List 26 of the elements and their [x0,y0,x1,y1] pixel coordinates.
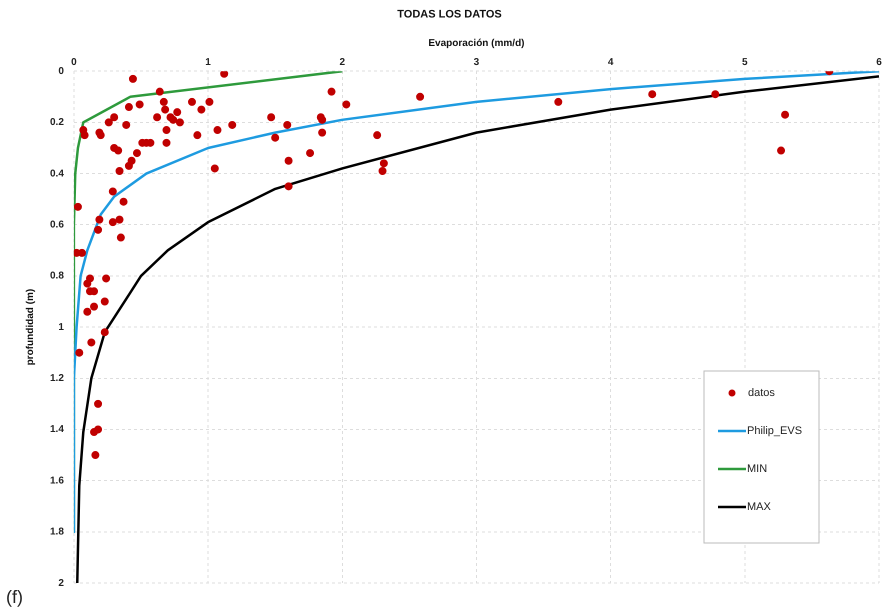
y-tick-label: 0.4 [50,168,64,180]
legend-label: datos [748,387,776,400]
y-tick-label: 0.2 [50,117,64,128]
y-tick-label: 1.2 [50,373,64,384]
y-tick-label: 2 [58,578,64,589]
x-tick-label: 5 [742,56,748,68]
y-tick-label: 1.6 [50,475,64,486]
x-tick-label: 2 [339,56,346,68]
y-tick-label: 0 [58,66,64,77]
legend-label: MIN [747,463,768,476]
legend-label: Philip_EVS [747,425,802,438]
y-tick-label: 1.4 [50,424,64,436]
y-tick-label: 0.8 [50,270,64,282]
x-tick-label: 6 [876,56,882,68]
x-tick-label: 1 [205,56,212,68]
text: (f) [6,586,23,607]
x-tick-label: 0 [71,56,78,68]
legend-label: MAX [747,501,772,514]
x-tick-label: 4 [608,56,614,68]
chart-title: TODAS LOS DATOS [397,8,502,21]
y-tick-label: 1 [58,322,64,333]
y-axis-title: profundidad (m) [24,288,36,366]
x-tick-label: 3 [474,56,480,68]
y-tick-label: 0.6 [50,219,64,230]
x-axis-title: Evaporación (mm/d) [428,38,525,49]
y-tick-label: 1.8 [50,526,64,538]
